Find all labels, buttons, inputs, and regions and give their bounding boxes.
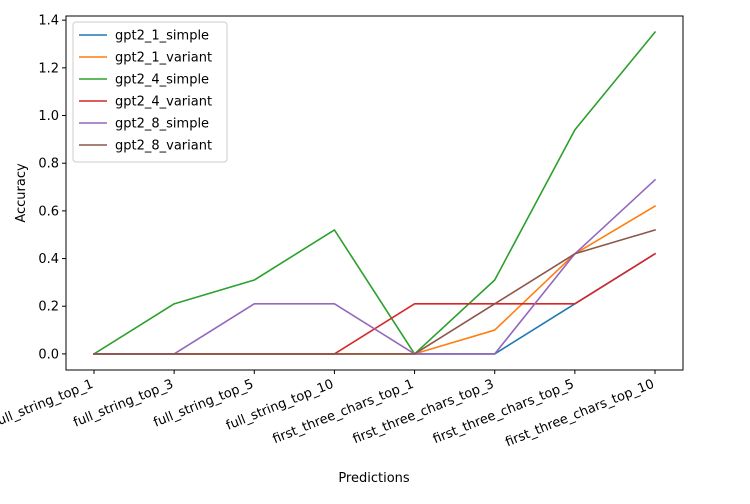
- series-line-gpt2_4_simple: [92, 30, 657, 356]
- x-tick-label: first_three_chars_top_1: [271, 377, 416, 447]
- legend-label: gpt2_8_variant: [115, 139, 212, 154]
- legend-box: [72, 21, 228, 163]
- legend-label: gpt2_1_variant: [115, 51, 212, 66]
- legend: gpt2_1_simple gpt2_1_variant gpt2_4_simple…: [72, 21, 228, 163]
- x-axis-label: Predictions: [338, 471, 410, 486]
- y-tick-label: 0.6: [38, 204, 59, 219]
- series-line-gpt2_4_variant: [93, 252, 657, 355]
- y-tick-label: 1.0: [38, 109, 59, 124]
- y-tick-label: 0.0: [38, 347, 59, 362]
- legend-label: gpt2_1_simple: [115, 29, 209, 44]
- y-tick-label: 1.4: [38, 14, 59, 29]
- series-line-gpt2_8_simple: [93, 178, 657, 355]
- y-tick-label: 0.4: [38, 252, 59, 267]
- legend-label: gpt2_4_simple: [115, 73, 209, 88]
- x-axis: full_string_top_1full_string_top_3full_s…: [0, 370, 656, 450]
- x-tick-label: first_three_chars_top_10: [503, 377, 656, 451]
- y-tick-label: 0.8: [38, 157, 59, 172]
- legend-label: gpt2_4_variant: [115, 95, 212, 110]
- y-tick-label: 1.2: [38, 61, 59, 76]
- series-lines: [92, 30, 657, 356]
- legend-label: gpt2_8_simple: [115, 117, 209, 132]
- y-tick-label: 0.2: [38, 300, 59, 315]
- x-tick-label: first_three_chars_top_3: [351, 377, 496, 447]
- plot-frame: [65, 15, 684, 371]
- y-axis: 0.0 0.2 0.4 0.6 0.8 1.0 1.2 1.4: [38, 14, 66, 362]
- series-line-gpt2_8_variant: [93, 228, 656, 355]
- series-line-gpt2_1_variant: [93, 205, 657, 355]
- y-axis-label: Accuracy: [14, 163, 29, 223]
